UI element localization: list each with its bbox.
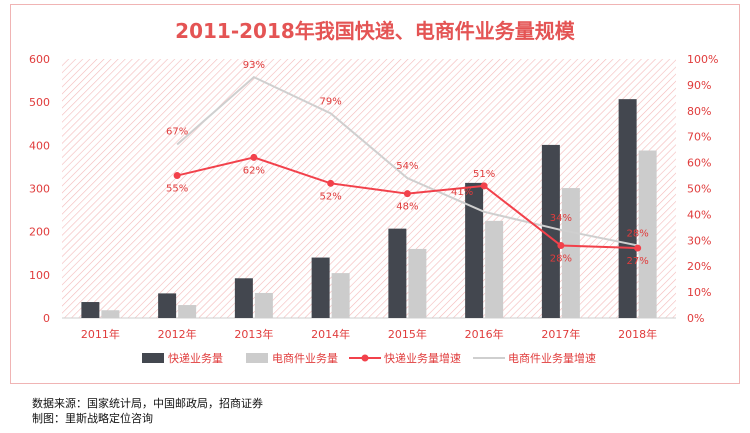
express-growth-point	[173, 172, 181, 180]
x-tick-label: 2015年	[388, 327, 427, 341]
y-left-tick-label: 500	[29, 96, 50, 109]
ecommerce-volume-bar	[408, 248, 427, 318]
y-left-tick-label: 400	[29, 139, 50, 152]
express-growth-point	[403, 190, 411, 198]
express-volume-bar	[81, 302, 100, 318]
ecommerce-volume-bar	[178, 305, 197, 318]
chart-title: 2011-2018年我国快递、电商件业务量规模	[175, 19, 576, 43]
ecommerce-growth-label: 28%	[627, 228, 649, 239]
y-right-tick-label: 50%	[687, 183, 711, 196]
express-volume-bar	[234, 278, 253, 318]
y-right-tick-label: 10%	[687, 286, 711, 299]
express-volume-bar	[618, 99, 637, 319]
ecommerce-growth-label: 67%	[166, 126, 188, 137]
express-growth-point	[480, 182, 488, 190]
ecommerce-volume-bar	[485, 220, 504, 318]
express-growth-label: 55%	[166, 184, 188, 195]
series-lines	[173, 75, 642, 252]
x-tick-label: 2016年	[465, 327, 504, 341]
y-right-tick-label: 20%	[687, 260, 711, 273]
ecommerce-growth-line	[176, 75, 638, 247]
legend: 快递业务量 电商件业务量 快递业务量增速 电商件业务量增速	[142, 351, 596, 365]
y-right-tick-label: 60%	[687, 157, 711, 170]
express-growth-point	[327, 179, 335, 187]
legend-label-ecommerce-growth: 电商件业务量增速	[508, 351, 596, 365]
ecommerce-volume-bar	[254, 292, 273, 318]
express-volume-bar	[158, 293, 177, 318]
chart-maker-note: 制图：里斯战略定位咨询	[32, 412, 153, 425]
express-growth-point	[250, 153, 258, 161]
x-tick-label: 2018年	[618, 327, 657, 341]
express-growth-label: 27%	[627, 256, 649, 267]
legend-swatch-express	[142, 353, 164, 363]
y-right-tick-label: 80%	[687, 105, 711, 118]
y-right-tick-label: 90%	[687, 79, 711, 92]
ecommerce-growth-label: 79%	[320, 96, 342, 107]
x-tick-label: 2017年	[541, 327, 580, 341]
ecommerce-volume-bar	[561, 188, 580, 318]
y-right-tick-label: 30%	[687, 234, 711, 247]
express-growth-label: 52%	[320, 191, 342, 202]
legend-label-express-growth: 快递业务量增速	[384, 351, 461, 365]
ecommerce-volume-bar	[638, 150, 657, 318]
y-left-tick-label: 0	[43, 312, 50, 325]
bars	[81, 99, 657, 319]
x-tick-label: 2014年	[311, 327, 350, 341]
legend-label-express: 快递业务量	[168, 351, 223, 365]
y-right-tick-label: 70%	[687, 131, 711, 144]
data-labels: 67% 93% 79% 54% 41% 34% 28% 55% 62% 52% 48% 51% 28% 2…	[166, 60, 649, 267]
express-growth-label: 62%	[243, 165, 265, 176]
express-volume-bar	[541, 144, 560, 318]
x-tick-label: 2011年	[81, 327, 120, 341]
express-growth-point	[557, 241, 565, 249]
ecommerce-growth-label: 41%	[451, 187, 473, 198]
y-left-tick-label: 100	[29, 269, 50, 282]
legend-label-ecommerce: 电商件业务量	[272, 351, 338, 365]
express-volume-bar	[465, 182, 484, 318]
express-growth-label: 51%	[473, 169, 495, 180]
y-right-tick-label: 100%	[687, 53, 718, 66]
legend-swatch-ecommerce	[246, 353, 268, 363]
express-growth-label: 28%	[550, 253, 572, 264]
ecommerce-growth-label: 34%	[550, 213, 572, 224]
ecommerce-volume-bar	[101, 310, 120, 318]
express-growth-point	[634, 244, 642, 252]
y-right-tick-label: 0%	[687, 312, 704, 325]
y-right-tick-label: 40%	[687, 208, 711, 221]
y-left-tick-label: 200	[29, 226, 50, 239]
data-source-note: 数据来源：国家统计局，中国邮政局，招商证券	[32, 397, 263, 410]
legend-marker-express-growth	[361, 354, 369, 362]
ecommerce-volume-bar	[331, 273, 350, 318]
x-tick-label: 2012年	[158, 327, 197, 341]
ecommerce-growth-label: 93%	[243, 60, 265, 71]
chart-frame	[10, 4, 740, 384]
ecommerce-growth-label: 54%	[396, 161, 418, 172]
x-tick-label: 2013年	[234, 327, 273, 341]
express-volume-bar	[388, 228, 407, 318]
express-volume-bar	[311, 257, 330, 318]
y-left-tick-label: 300	[29, 183, 50, 196]
express-growth-label: 48%	[396, 202, 418, 213]
y-left-tick-label: 600	[29, 53, 50, 66]
